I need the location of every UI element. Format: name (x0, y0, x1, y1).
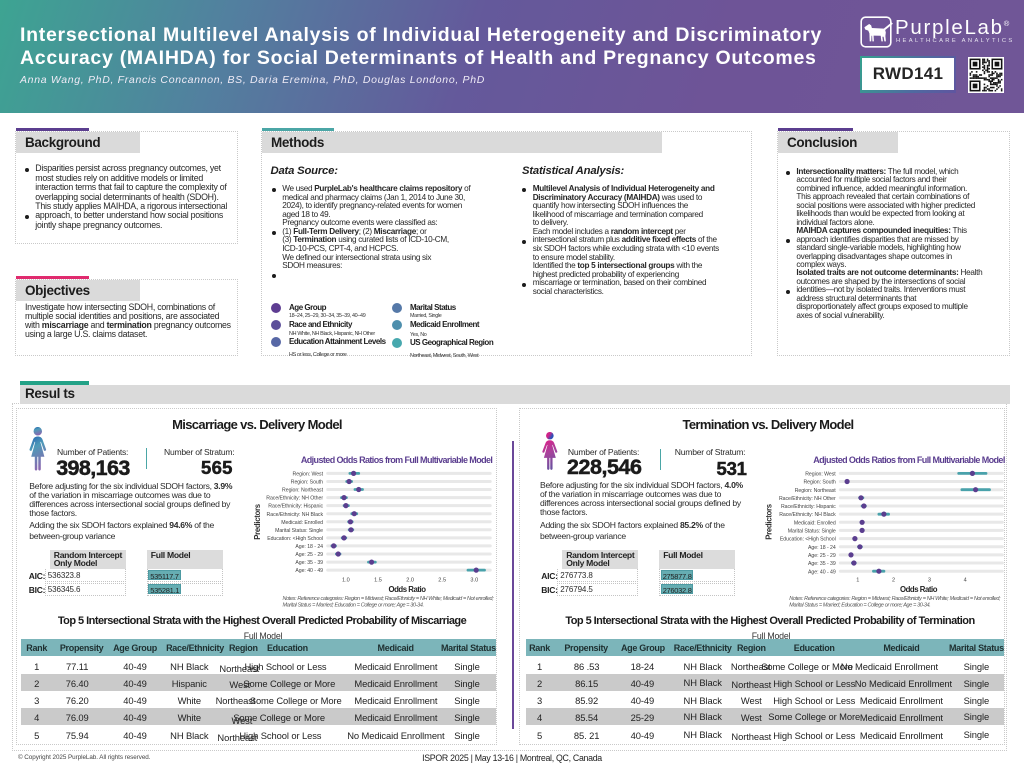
svg-text:Adjusted Odds Ratios from Full: Adjusted Odds Ratios from Full Multivari… (813, 455, 1005, 465)
svg-text:Region: South: Region: South (803, 480, 835, 486)
svg-text:1.0: 1.0 (342, 578, 350, 584)
svg-text:Marital Status: Single: Marital Status: Single (275, 528, 323, 534)
svg-text:Notes: Reference categories: R: Notes: Reference categories: Region = Mi… (283, 596, 495, 602)
svg-text:Race/Ethnicity: NH Other: Race/Ethnicity: NH Other (266, 496, 323, 502)
svg-text:3: 3 (928, 578, 931, 584)
svg-text:1: 1 (856, 578, 859, 584)
svg-text:Race/Ethnicity: NH Black: Race/Ethnicity: NH Black (267, 512, 324, 518)
svg-text:Race/Ethnicity: NH Other: Race/Ethnicity: NH Other (779, 496, 836, 502)
svg-text:Marital Status = Married; Educ: Marital Status = Married; Education = Co… (789, 602, 930, 608)
svg-text:Region: West: Region: West (293, 472, 324, 478)
svg-text:Education: <High School: Education: <High School (780, 537, 836, 543)
svg-text:Region: Northeast: Region: Northeast (282, 488, 324, 494)
svg-text:2.5: 2.5 (438, 578, 446, 584)
svg-text:Marital Status: Single: Marital Status: Single (788, 529, 836, 535)
svg-text:Age: 40 - 49: Age: 40 - 49 (295, 568, 323, 574)
svg-text:Odds Ratio: Odds Ratio (388, 585, 426, 594)
svg-text:Medicaid: Enrolled: Medicaid: Enrolled (281, 520, 323, 526)
svg-text:2.0: 2.0 (406, 578, 414, 584)
svg-text:Region: South: Region: South (291, 480, 323, 486)
svg-text:Region: Northeast: Region: Northeast (795, 488, 837, 494)
svg-text:Region: West: Region: West (805, 472, 836, 478)
svg-text:Race/Ethnicity: NH Black: Race/Ethnicity: NH Black (779, 512, 836, 518)
svg-text:Notes: Reference categories: R: Notes: Reference categories: Region = Mi… (789, 596, 1001, 602)
svg-text:Medicaid: Enrolled: Medicaid: Enrolled (794, 520, 836, 526)
svg-text:Race/Ethnicity: Hispanic: Race/Ethnicity: Hispanic (268, 504, 323, 510)
svg-text:Age: 18 - 24: Age: 18 - 24 (808, 545, 836, 551)
svg-text:Age: 25 - 29: Age: 25 - 29 (295, 552, 323, 558)
svg-text:Race/Ethnicity: Hispanic: Race/Ethnicity: Hispanic (781, 504, 836, 510)
svg-text:Age: 35 - 39: Age: 35 - 39 (808, 561, 836, 567)
svg-text:Age: 25 - 29: Age: 25 - 29 (808, 553, 836, 559)
svg-text:Marital Status = Married; Educ: Marital Status = Married; Education = Co… (283, 602, 424, 608)
svg-text:Adjusted Odds Ratios from Full: Adjusted Odds Ratios from Full Multivari… (301, 455, 493, 465)
svg-text:4: 4 (964, 578, 967, 584)
svg-text:3.0: 3.0 (470, 578, 478, 584)
svg-text:Age: 35 - 39: Age: 35 - 39 (295, 560, 323, 566)
svg-text:2: 2 (892, 578, 895, 584)
svg-text:Age: 18 - 24: Age: 18 - 24 (295, 544, 323, 550)
svg-text:Predictors: Predictors (253, 503, 262, 540)
svg-text:Age: 40 - 49: Age: 40 - 49 (808, 569, 836, 575)
svg-text:Education: <High School: Education: <High School (267, 536, 323, 542)
svg-text:Predictors: Predictors (765, 503, 774, 540)
svg-text:Odds Ratio: Odds Ratio (900, 585, 938, 594)
svg-text:1.5: 1.5 (374, 578, 382, 584)
